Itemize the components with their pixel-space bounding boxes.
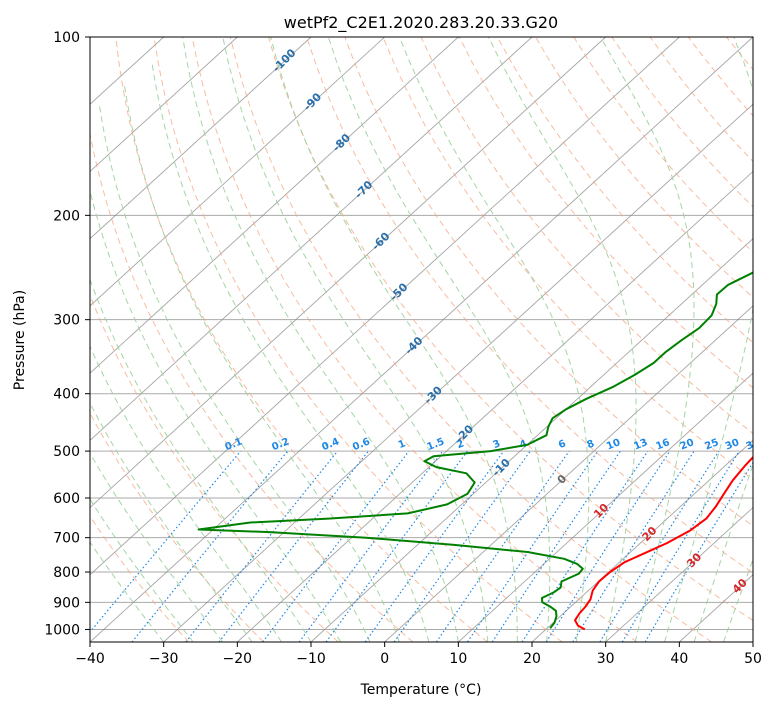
y-axis-label: Pressure (hPa) [12, 290, 28, 390]
x-tick-label: −30 [149, 651, 179, 667]
x-tick-label: −40 [75, 651, 105, 667]
y-tick-label: 1000 [44, 622, 80, 638]
chart-title: wetPf2_C2E1.2020.283.20.33.G20 [284, 13, 558, 33]
y-tick-label: 800 [53, 565, 80, 581]
y-tick-label: 900 [53, 595, 80, 611]
x-tick-label: 30 [597, 651, 615, 667]
y-tick-label: 200 [53, 208, 80, 224]
y-tick-label: 400 [53, 387, 80, 403]
x-tick-label: 50 [744, 651, 762, 667]
y-tick-label: 500 [53, 444, 80, 460]
y-tick-label: 100 [53, 30, 80, 46]
x-tick-label: −20 [223, 651, 253, 667]
x-tick-label: 40 [670, 651, 688, 667]
x-tick-label: 20 [523, 651, 541, 667]
y-tick-label: 300 [53, 313, 80, 329]
x-axis-label: Temperature (°C) [360, 682, 482, 698]
x-tick-label: 10 [449, 651, 467, 667]
y-tick-label: 600 [53, 491, 80, 507]
x-tick-label: 0 [380, 651, 389, 667]
x-tick-label: −10 [296, 651, 326, 667]
y-tick-label: 700 [53, 531, 80, 547]
